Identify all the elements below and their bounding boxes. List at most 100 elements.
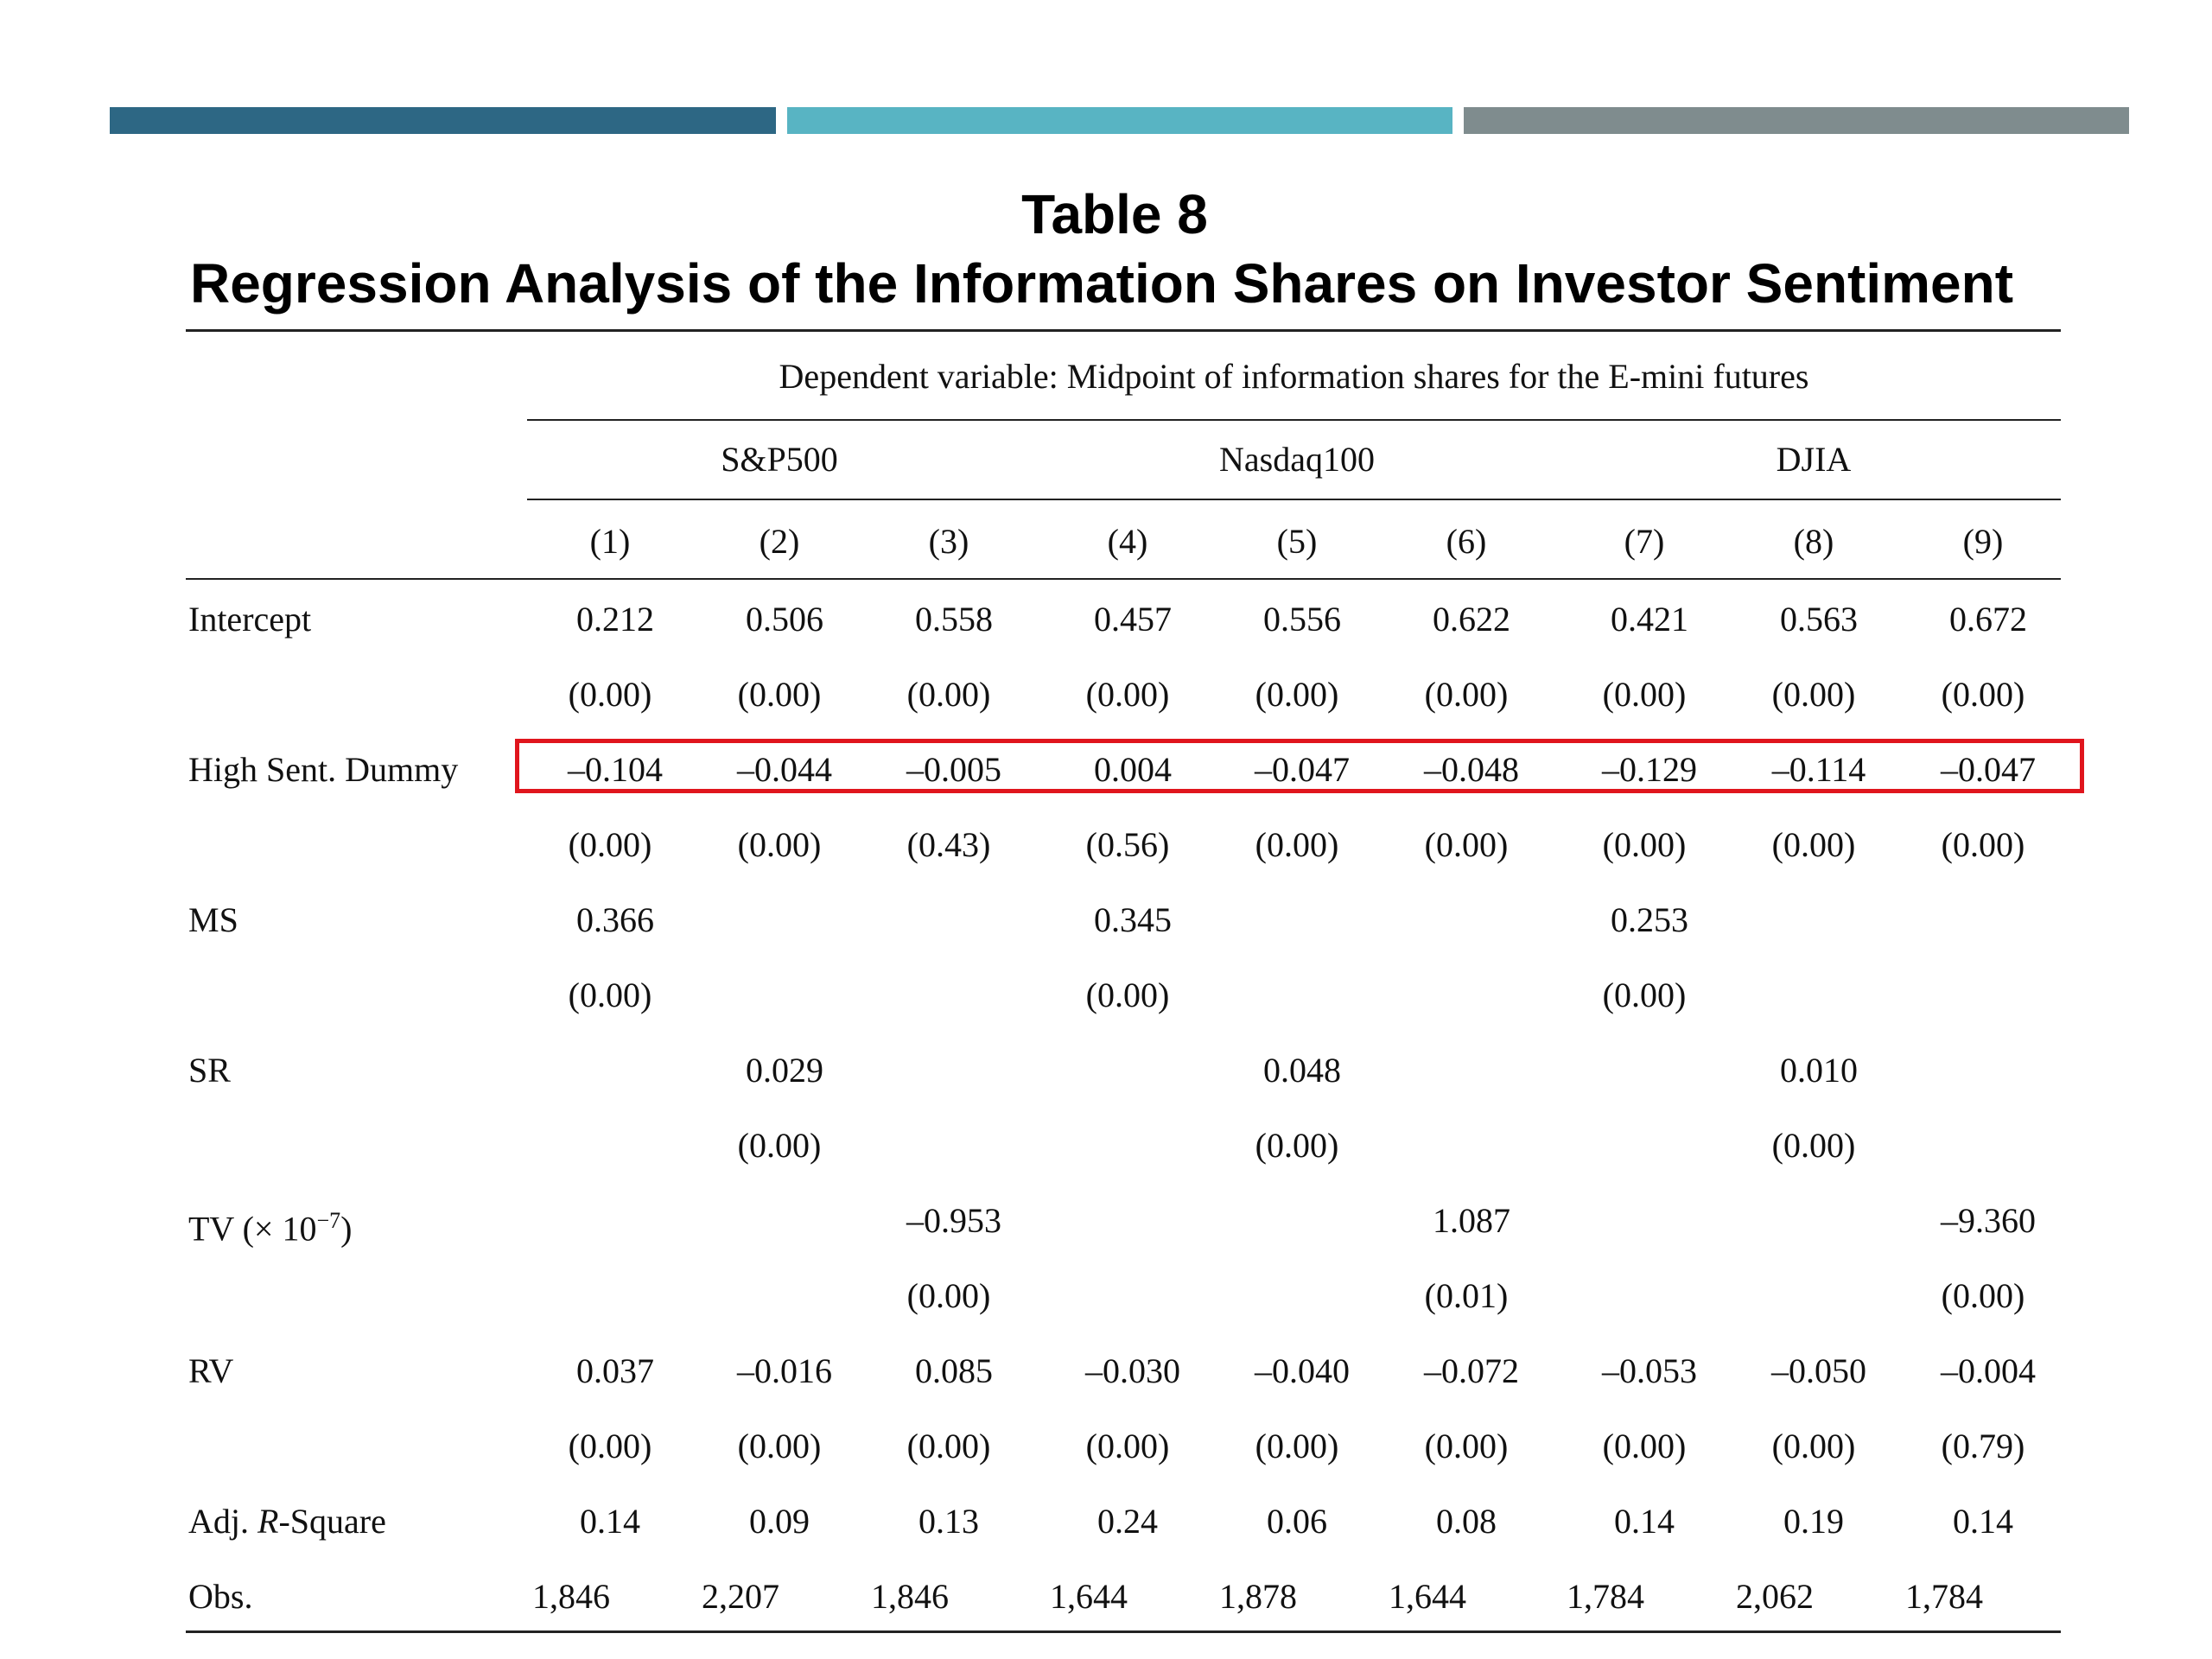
column-header: (7): [1624, 522, 1665, 561]
pvalue-cell: (0.00): [1255, 825, 1339, 864]
coefficient-cell: –0.053: [1602, 1351, 1697, 1390]
obs-cell: 1,644: [1050, 1577, 1128, 1616]
pvalue-cell: (0.00): [568, 675, 652, 714]
pvalue-cell: (0.00): [1085, 976, 1170, 1014]
obs-cell: 2,062: [1736, 1577, 1814, 1616]
column-header-rule: [186, 578, 2061, 580]
coefficient-cell: 0.622: [1433, 600, 1510, 639]
accent-bar-teal: [787, 107, 1452, 134]
coefficient-cell: –0.072: [1424, 1351, 1519, 1390]
pvalue-cell: (0.56): [1085, 825, 1170, 864]
obs-cell: 1,846: [532, 1577, 610, 1616]
pvalue-cell: (0.00): [1255, 675, 1339, 714]
adj-r-square-cell: 0.09: [749, 1502, 810, 1541]
coefficient-cell: 0.212: [576, 600, 654, 639]
row-label-adj-r-square: Adj. R-Square: [188, 1502, 386, 1541]
coefficient-cell: 0.010: [1780, 1051, 1858, 1090]
pvalue-cell: (0.00): [737, 1126, 822, 1165]
row-label: Intercept: [188, 600, 312, 639]
pvalue-cell: (0.00): [1771, 675, 1856, 714]
pvalue-cell: (0.00): [1941, 825, 2025, 864]
coefficient-cell: –0.953: [906, 1201, 1001, 1240]
row-label-obs: Obs.: [188, 1577, 253, 1616]
table-bottom-rule: [186, 1630, 2061, 1633]
table-top-rule: [186, 329, 2061, 332]
dependent-variable-rule: [527, 419, 2061, 421]
coefficient-cell: –0.048: [1424, 750, 1519, 789]
pvalue-cell: (0.00): [568, 976, 652, 1014]
coefficient-cell: 0.037: [576, 1351, 654, 1390]
pvalue-cell: (0.00): [568, 825, 652, 864]
coefficient-cell: –0.129: [1602, 750, 1697, 789]
coefficient-cell: –9.360: [1941, 1201, 2036, 1240]
adj-r-square-cell: 0.24: [1097, 1502, 1158, 1541]
pvalue-cell: (0.00): [1602, 675, 1687, 714]
obs-cell: 1,846: [871, 1577, 949, 1616]
row-label: MS: [188, 900, 238, 939]
obs-cell: 2,207: [702, 1577, 779, 1616]
obs-cell: 1,784: [1905, 1577, 1983, 1616]
pvalue-cell: (0.00): [568, 1427, 652, 1465]
coefficient-cell: –0.114: [1771, 750, 1866, 789]
group-header-rule: [527, 499, 2061, 500]
coefficient-cell: –0.005: [906, 750, 1001, 789]
coefficient-cell: 1.087: [1433, 1201, 1510, 1240]
coefficient-cell: –0.030: [1085, 1351, 1180, 1390]
column-header: (1): [589, 522, 631, 561]
pvalue-cell: (0.00): [1941, 675, 2025, 714]
pvalue-cell: (0.00): [1085, 675, 1170, 714]
adj-r-square-cell: 0.06: [1267, 1502, 1327, 1541]
coefficient-cell: 0.366: [576, 900, 654, 939]
coefficient-cell: 0.672: [1949, 600, 2027, 639]
row-label: TV (× 10−7): [188, 1208, 353, 1249]
pvalue-cell: (0.00): [737, 1427, 822, 1465]
column-header: (2): [759, 522, 800, 561]
coefficient-cell: 0.085: [915, 1351, 993, 1390]
pvalue-cell: (0.00): [1424, 825, 1509, 864]
coefficient-cell: 0.048: [1263, 1051, 1341, 1090]
adj-r-square-cell: 0.14: [1953, 1502, 2013, 1541]
pvalue-cell: (0.00): [1255, 1427, 1339, 1465]
adj-r-square-cell: 0.14: [580, 1502, 640, 1541]
column-header: (6): [1446, 522, 1487, 561]
pvalue-cell: (0.00): [1771, 825, 1856, 864]
row-label: SR: [188, 1051, 231, 1090]
pvalue-cell: (0.00): [906, 675, 991, 714]
obs-cell: 1,784: [1567, 1577, 1644, 1616]
coefficient-cell: –0.004: [1941, 1351, 2036, 1390]
coefficient-cell: –0.050: [1771, 1351, 1866, 1390]
pvalue-cell: (0.00): [906, 1276, 991, 1315]
pvalue-cell: (0.00): [1602, 976, 1687, 1014]
pvalue-cell: (0.00): [1085, 1427, 1170, 1465]
pvalue-cell: (0.00): [1602, 825, 1687, 864]
pvalue-cell: (0.00): [1424, 675, 1509, 714]
adj-r-square-cell: 0.19: [1783, 1502, 1844, 1541]
pvalue-cell: (0.00): [1255, 1126, 1339, 1165]
high-sent-dummy-highlight-box: [515, 739, 2084, 793]
group-header: DJIA: [1776, 440, 1852, 479]
coefficient-cell: 0.345: [1094, 900, 1172, 939]
coefficient-cell: –0.104: [568, 750, 663, 789]
column-header: (4): [1107, 522, 1148, 561]
row-label: High Sent. Dummy: [188, 750, 459, 789]
coefficient-cell: –0.047: [1941, 750, 2036, 789]
group-header: Nasdaq100: [1219, 440, 1375, 479]
coefficient-cell: 0.004: [1094, 750, 1172, 789]
column-header: (8): [1793, 522, 1834, 561]
pvalue-cell: (0.00): [1602, 1427, 1687, 1465]
coefficient-cell: –0.047: [1255, 750, 1350, 789]
coefficient-cell: 0.253: [1611, 900, 1688, 939]
adj-r-square-cell: 0.08: [1436, 1502, 1497, 1541]
pvalue-cell: (0.00): [906, 1427, 991, 1465]
pvalue-cell: (0.00): [1771, 1126, 1856, 1165]
column-header: (5): [1276, 522, 1318, 561]
coefficient-cell: 0.558: [915, 600, 993, 639]
dependent-variable-header: Dependent variable: Midpoint of informat…: [779, 357, 1809, 396]
accent-bar-gray: [1464, 107, 2129, 134]
coefficient-cell: 0.457: [1094, 600, 1172, 639]
coefficient-cell: –0.040: [1255, 1351, 1350, 1390]
coefficient-cell: –0.044: [737, 750, 832, 789]
row-label: RV: [188, 1351, 234, 1390]
column-header: (9): [1962, 522, 2004, 561]
column-header: (3): [928, 522, 969, 561]
